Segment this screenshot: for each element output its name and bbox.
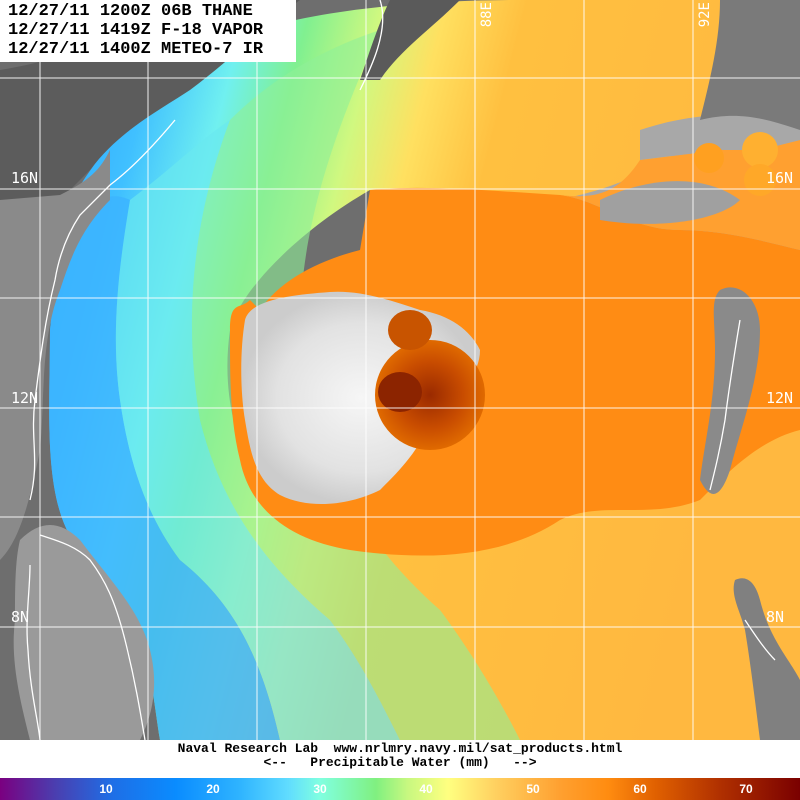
legend-title: <-- Precipitable Water (mm) --> bbox=[263, 755, 537, 770]
lat-lon-grid bbox=[0, 0, 800, 740]
footer-credits: Naval Research Lab www.nrlmry.navy.mil/s… bbox=[0, 740, 800, 778]
header-line-storm: 12/27/11 1200Z 06B THANE bbox=[8, 2, 253, 21]
colorbar-tick-60: 60 bbox=[633, 782, 647, 796]
colorbar-tick-70: 70 bbox=[739, 782, 753, 796]
lat-label-left-16n: 16N bbox=[11, 169, 39, 187]
colorbar-tick-20: 20 bbox=[206, 782, 220, 796]
colorbar-tick-50: 50 bbox=[526, 782, 540, 796]
header-line-ir: 12/27/11 1400Z METEO-7 IR bbox=[8, 40, 264, 59]
credit-text: Naval Research Lab www.nrlmry.navy.mil/s… bbox=[177, 741, 623, 756]
header-info-box: 12/27/11 1200Z 06B THANE 12/27/11 1419Z … bbox=[0, 0, 296, 62]
colorbar-tick-30: 30 bbox=[313, 782, 327, 796]
satellite-map: 12/27/11 1200Z 06B THANE 12/27/11 1419Z … bbox=[0, 0, 800, 740]
lat-label-right-8n: 8N bbox=[766, 608, 785, 626]
lon-label-92e: 92E bbox=[697, 2, 713, 28]
lat-label-left-8n: 8N bbox=[11, 608, 30, 626]
lat-label-right-16n: 16N bbox=[766, 169, 794, 187]
colorbar-tick-10: 10 bbox=[99, 782, 113, 796]
map-imagery bbox=[0, 0, 800, 740]
header-line-vapor: 12/27/11 1419Z F-18 VAPOR bbox=[8, 21, 264, 40]
coastline-outline bbox=[26, 0, 776, 740]
lon-label-88e: 88E bbox=[479, 2, 495, 28]
lat-label-right-12n: 12N bbox=[766, 389, 794, 407]
precipitable-water-colorbar: 10 20 30 40 50 60 70 bbox=[0, 778, 800, 800]
lat-label-left-12n: 12N bbox=[11, 389, 39, 407]
colorbar-tick-40: 40 bbox=[419, 782, 433, 796]
